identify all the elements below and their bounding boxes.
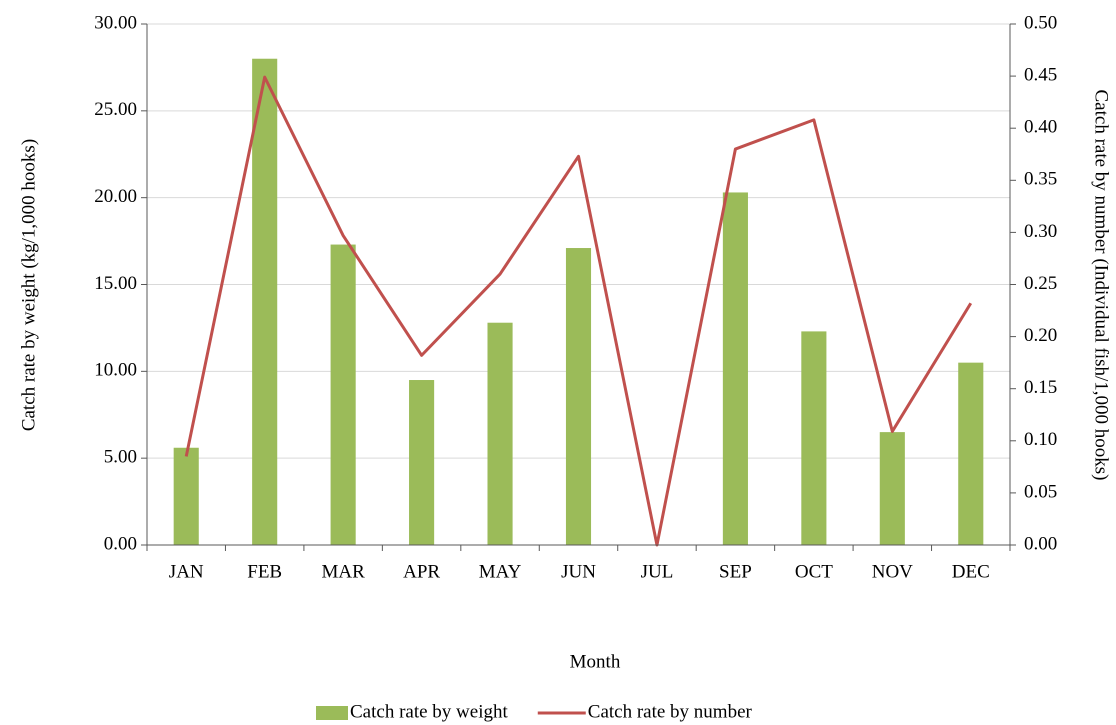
y-tick-label: 20.00 bbox=[94, 186, 137, 207]
x-tick-label: FEB bbox=[247, 561, 282, 582]
y2-tick-label: 0.00 bbox=[1024, 533, 1057, 554]
bar bbox=[330, 244, 356, 545]
x-tick-label: NOV bbox=[872, 561, 913, 582]
y-tick-label: 5.00 bbox=[104, 447, 137, 468]
legend-swatch bbox=[316, 706, 348, 720]
y-tick-label: 10.00 bbox=[94, 360, 137, 381]
legend-label: Catch rate by weight bbox=[350, 701, 508, 722]
x-tick-label: JAN bbox=[169, 561, 204, 582]
x-tick-label: MAR bbox=[321, 561, 365, 582]
y2-tick-label: 0.30 bbox=[1024, 221, 1057, 242]
bar bbox=[252, 58, 278, 545]
y2-tick-label: 0.15 bbox=[1024, 377, 1057, 398]
bar bbox=[487, 322, 513, 545]
line bbox=[184, 75, 973, 547]
y2-tick-label: 0.05 bbox=[1024, 481, 1057, 502]
bar bbox=[565, 248, 592, 545]
x-tick-label: DEC bbox=[952, 561, 990, 582]
y2-tick-label: 0.35 bbox=[1024, 169, 1057, 190]
bar bbox=[958, 362, 984, 545]
y-axis-label: Catch rate by weight (kg/1,000 hooks) bbox=[18, 139, 39, 431]
y2-tick-label: 0.40 bbox=[1024, 117, 1057, 138]
bar bbox=[173, 447, 199, 545]
x-tick-label: JUL bbox=[641, 561, 674, 582]
y2-tick-label: 0.50 bbox=[1024, 12, 1057, 33]
x-tick-label: JUN bbox=[561, 561, 596, 582]
y2-tick-label: 0.45 bbox=[1024, 64, 1057, 85]
x-tick-label: OCT bbox=[795, 561, 833, 582]
x-tick-label: SEP bbox=[719, 561, 752, 582]
y2-tick-label: 0.10 bbox=[1024, 429, 1057, 450]
bar bbox=[722, 192, 748, 545]
legend-label: Catch rate by number bbox=[588, 701, 753, 722]
y-tick-label: 0.00 bbox=[104, 533, 137, 554]
bar bbox=[801, 331, 827, 545]
y-tick-label: 15.00 bbox=[94, 273, 137, 294]
x-tick-label: MAY bbox=[479, 561, 522, 582]
y-tick-label: 25.00 bbox=[94, 99, 137, 120]
y2-tick-label: 0.20 bbox=[1024, 325, 1057, 346]
y-tick-label: 30.00 bbox=[94, 12, 137, 33]
x-tick-label: APR bbox=[403, 561, 440, 582]
y2-tick-label: 0.25 bbox=[1024, 273, 1057, 294]
x-axis-label: Month bbox=[570, 651, 621, 672]
y2-axis-label: Catch rate by number (Individual fish/1,… bbox=[1091, 89, 1112, 480]
bar bbox=[879, 432, 905, 545]
bar bbox=[409, 380, 435, 545]
